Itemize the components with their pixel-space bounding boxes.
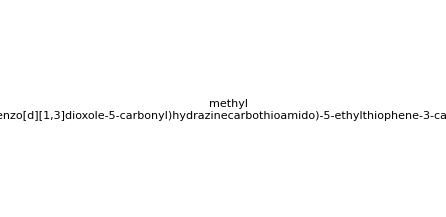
Text: methyl 2-(2-(benzo[d][1,3]dioxole-5-carbonyl)hydrazinecarbothioamido)-5-ethylthi: methyl 2-(2-(benzo[d][1,3]dioxole-5-carb…	[0, 99, 446, 121]
